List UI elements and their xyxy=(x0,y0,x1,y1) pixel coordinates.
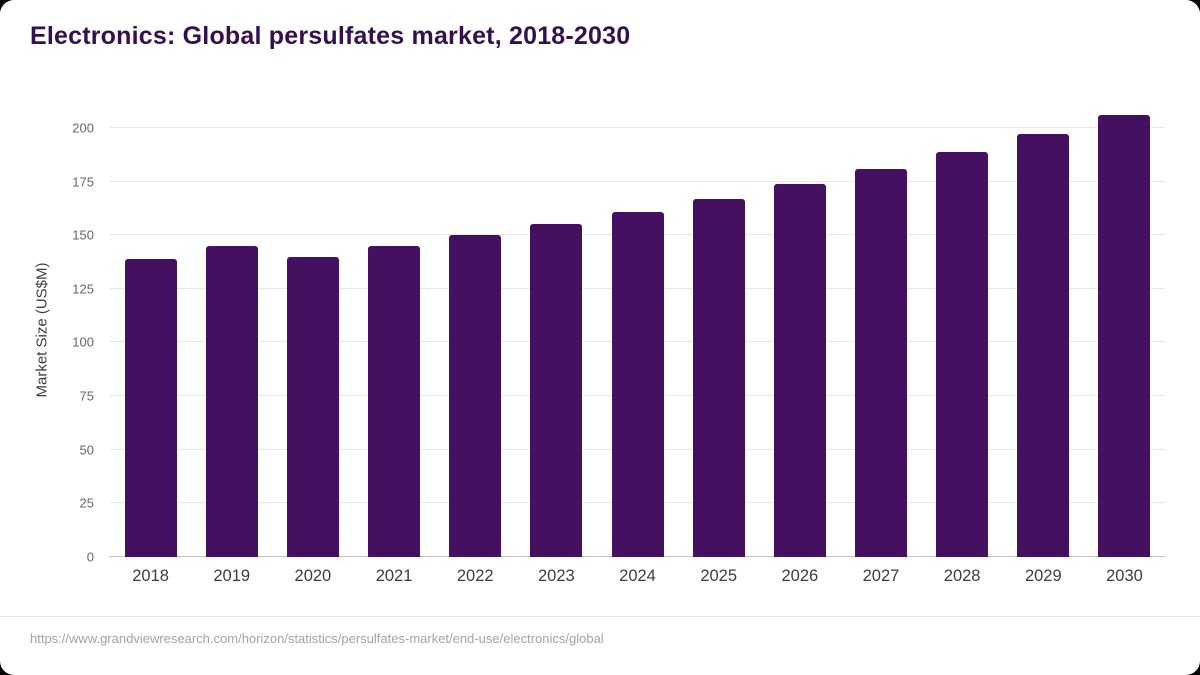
x-tick-label: 2020 xyxy=(294,567,332,585)
source-url: https://www.grandviewresearch.com/horizo… xyxy=(30,631,604,646)
x-tick-label: 2019 xyxy=(213,567,251,585)
bar-2021 xyxy=(368,245,421,557)
y-tick-label: 50 xyxy=(79,442,94,458)
bar-2027 xyxy=(854,168,907,557)
x-tick-label: 2022 xyxy=(456,567,494,585)
x-tick-label: 2028 xyxy=(943,567,981,585)
bar-2023 xyxy=(530,224,583,557)
bar-slot xyxy=(435,100,516,557)
x-tick-label: 2030 xyxy=(1106,567,1143,585)
y-tick-label: 125 xyxy=(72,281,94,297)
bar-2026 xyxy=(773,183,826,557)
footer-divider xyxy=(0,616,1200,617)
plot-area: 0 25 50 75 100 125 150 175 200 xyxy=(72,100,1165,565)
y-tick-label: 175 xyxy=(72,174,94,190)
gridline xyxy=(110,126,1165,128)
y-axis-label: Market Size (US$M) xyxy=(33,262,51,398)
bar-slot xyxy=(759,100,840,557)
chart-title: Electronics: Global persulfates market, … xyxy=(30,22,631,50)
bar-2029 xyxy=(1017,134,1070,557)
bar-slot xyxy=(597,100,678,557)
y-tick-label: 25 xyxy=(79,495,94,511)
bar-slot xyxy=(840,100,921,557)
bar-slot xyxy=(922,100,1003,557)
bar-slot xyxy=(516,100,597,557)
bar-slot xyxy=(1084,100,1165,557)
bar-2024 xyxy=(611,211,664,557)
x-tick-label: 2023 xyxy=(538,567,575,585)
bar-2030 xyxy=(1098,115,1151,557)
y-tick-label: 75 xyxy=(79,388,94,404)
x-tick-label: 2024 xyxy=(619,567,656,585)
y-tick-label: 150 xyxy=(72,227,94,243)
x-tick-label: 2029 xyxy=(1024,567,1062,585)
bar-2019 xyxy=(205,245,258,557)
y-tick-label: 0 xyxy=(86,549,94,565)
y-tick-label: 200 xyxy=(72,120,94,136)
gridline xyxy=(110,180,1165,182)
bar-2020 xyxy=(286,256,339,557)
bar-slot xyxy=(110,100,191,557)
bar-slot xyxy=(1003,100,1084,557)
bar-slot xyxy=(191,100,272,557)
x-tick-label: 2027 xyxy=(862,567,900,585)
x-labels: 2018 2019 2020 2021 2022 2023 2024 2025 2026 2027… xyxy=(110,567,1165,593)
x-tick-label: 2018 xyxy=(132,567,169,585)
bars xyxy=(110,100,1165,557)
bar-slot xyxy=(272,100,353,557)
bar-2025 xyxy=(692,198,745,557)
x-tick-label: 2026 xyxy=(781,567,819,585)
bar-slot xyxy=(353,100,434,557)
y-ticks: 0 25 50 75 100 125 150 175 200 xyxy=(62,100,102,564)
bar-2018 xyxy=(124,258,177,557)
bar-2022 xyxy=(449,235,502,557)
x-tick-label: 2021 xyxy=(375,567,413,585)
bar-2028 xyxy=(936,151,989,557)
bar-slot xyxy=(678,100,759,557)
x-tick-label: 2025 xyxy=(700,567,738,585)
y-tick-label: 100 xyxy=(72,334,94,350)
